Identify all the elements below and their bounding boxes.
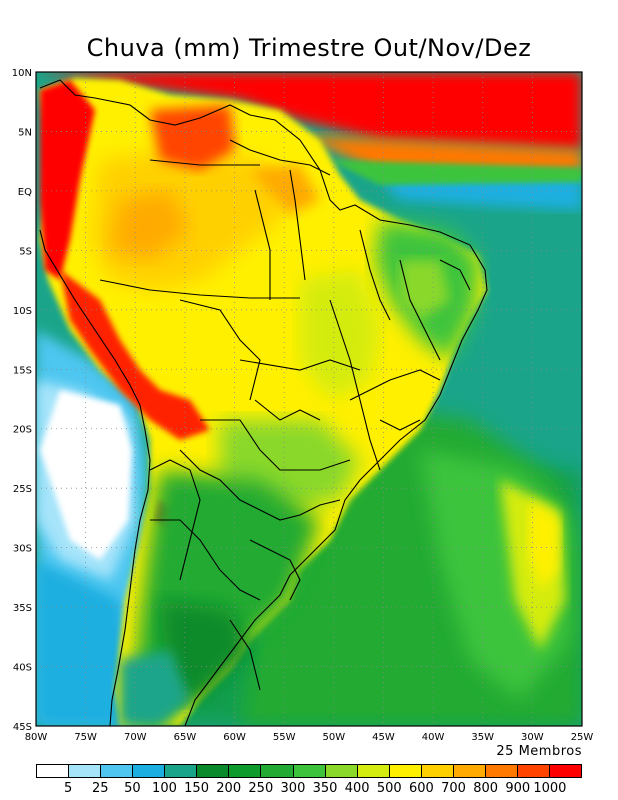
lon-tick-label: 50W <box>323 732 346 743</box>
lon-tick-label: 30W <box>521 732 544 743</box>
colorbar-swatch <box>69 765 102 777</box>
colorbar-level-label: 600 <box>408 781 434 796</box>
colorbar-swatch <box>453 765 486 777</box>
colorbar-level-label: 100 <box>152 781 177 796</box>
lon-tick-label: 25W <box>571 732 594 743</box>
colorbar-level-label: 900 <box>505 781 531 796</box>
lat-tick-label: 5S <box>19 246 32 257</box>
rainfall-field <box>36 72 582 726</box>
lon-tick-label: 35W <box>471 732 494 743</box>
colorbar-level-label: 1000 <box>533 781 567 796</box>
lon-tick-label: 75W <box>74 732 97 743</box>
members-label: 25 Membros <box>496 744 582 759</box>
colorbar-level-label: 250 <box>248 781 274 796</box>
latitude-tick-labels: 10N 5N EQ 5S 10S 15S 20S 25S 30S 35S 40S 45S <box>12 68 32 733</box>
boundaries <box>39 79 488 726</box>
colorbar-level-label: 200 <box>216 781 242 796</box>
colorbar-level-label: 350 <box>312 781 338 796</box>
colorbar-swatch <box>165 765 198 777</box>
lon-tick-label: 70W <box>124 732 147 743</box>
colorbar-level-label: 25 <box>91 781 109 796</box>
colorbar-swatch <box>389 765 422 777</box>
colorbar-level-label: 300 <box>280 781 306 796</box>
colorbar-labels: 5 25 50 100 150 200 250 300 350 400 500 600 700 800 90… <box>36 781 582 797</box>
colorbar-swatch <box>229 765 262 777</box>
colorbar-level-label: 400 <box>344 781 370 796</box>
colorbar-level-label: 5 <box>63 781 73 796</box>
colorbar-swatch <box>197 765 230 777</box>
colorbar-swatch <box>133 765 166 777</box>
colorbar-level-label: 700 <box>441 781 466 796</box>
lat-tick-label: 40S <box>13 663 32 674</box>
colorbar-level-label: 50 <box>124 781 141 796</box>
colorbar-swatch <box>293 765 326 777</box>
colorbar-level-label: 800 <box>473 781 499 796</box>
lat-tick-label: 10S <box>13 306 32 317</box>
lat-tick-label: 10N <box>12 68 32 79</box>
colorbar-swatch <box>485 765 518 777</box>
lat-tick-label: 25S <box>13 484 32 495</box>
colorbar-swatch <box>421 765 454 777</box>
colorbar-swatch <box>325 765 358 777</box>
lon-tick-label: 65W <box>174 732 197 743</box>
lat-tick-label: 45S <box>13 722 32 733</box>
lat-lon-grid <box>36 72 582 726</box>
colorbar-swatch <box>550 765 582 777</box>
lon-tick-label: 55W <box>273 732 296 743</box>
longitude-tick-labels: 80W 75W 70W 65W 60W 55W 50W 45W 40W 35W 30W 25W <box>25 732 594 743</box>
lon-tick-label: 40W <box>422 732 445 743</box>
lon-tick-label: 60W <box>223 732 246 743</box>
lat-tick-label: 30S <box>13 544 32 555</box>
lon-tick-label: 45W <box>372 732 395 743</box>
lat-tick-label: EQ <box>18 187 32 198</box>
colorbar-swatch <box>37 765 70 777</box>
lat-tick-label: 20S <box>13 425 32 436</box>
colorbar-swatch <box>261 765 294 777</box>
lat-tick-label: 35S <box>13 603 32 614</box>
colorbar <box>36 764 582 778</box>
lat-tick-label: 15S <box>13 365 32 376</box>
colorbar-level-label: 150 <box>184 781 209 796</box>
lat-tick-label: 5N <box>18 127 32 138</box>
map-title: Chuva (mm) Trimestre Out/Nov/Dez <box>86 34 532 62</box>
colorbar-swatch <box>517 765 550 777</box>
colorbar-swatch <box>101 765 134 777</box>
colorbar-swatch <box>357 765 390 777</box>
plot-frame <box>35 71 583 727</box>
colorbar-level-label: 500 <box>376 781 402 796</box>
lon-tick-label: 80W <box>25 732 48 743</box>
